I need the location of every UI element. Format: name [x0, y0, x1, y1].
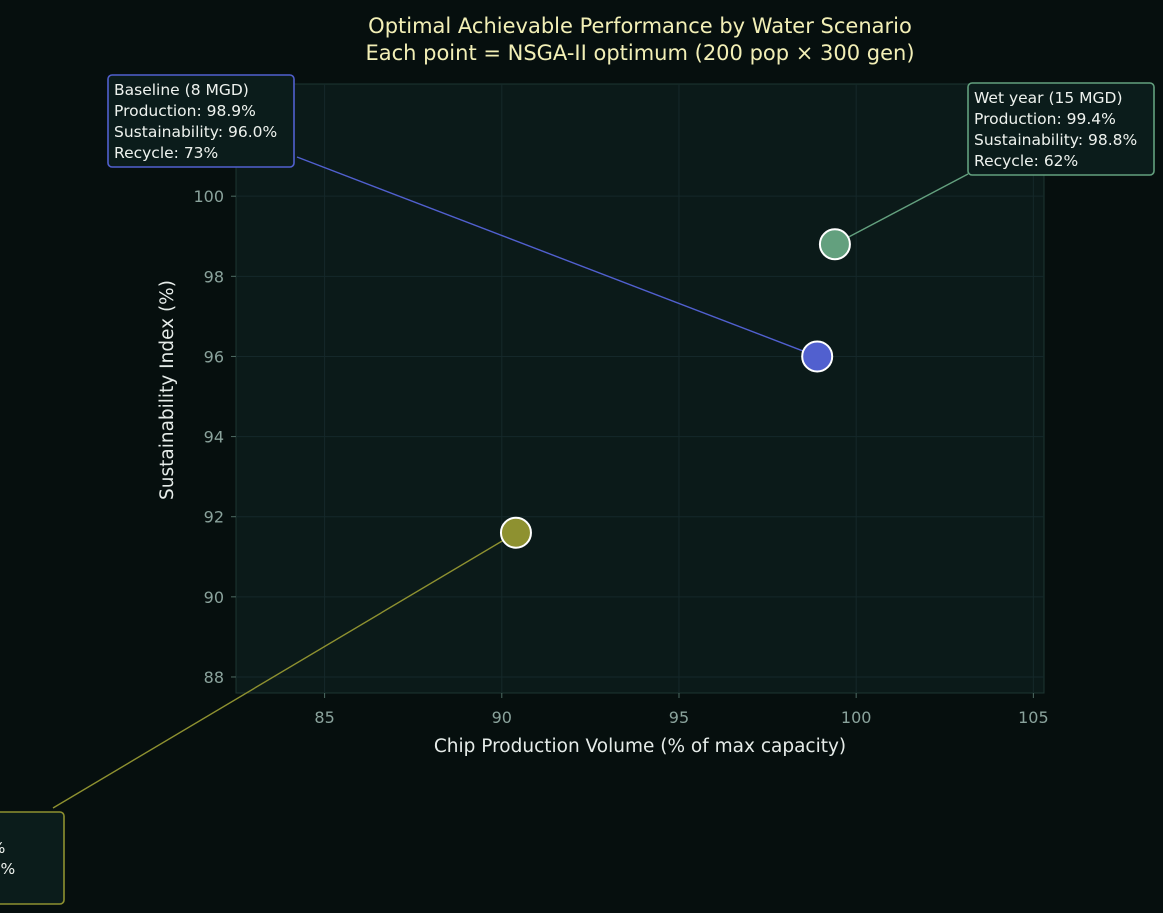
annotation-line-dry-year: 0.4% — [0, 839, 5, 857]
annotation-line-baseline: Baseline (8 MGD) — [114, 81, 249, 99]
plot-area — [235, 83, 1045, 694]
y-axis: 88 90 92 94 96 98 100 — [193, 187, 236, 687]
annotation-line-wet-year: Production: 99.4% — [974, 110, 1116, 128]
leader-line-baseline — [296, 156, 818, 358]
leader-line-dry-year — [52, 532, 517, 809]
annotation-line-wet-year: Recycle: 62% — [974, 152, 1078, 170]
annotation-line-wet-year: Wet year (15 MGD) — [974, 89, 1123, 107]
leader-line-wet-year — [834, 173, 969, 245]
annotation-line-baseline: Sustainability: 96.0% — [114, 123, 277, 141]
annotations: Baseline (8 MGD) Production: 98.9% Sustain… — [0, 74, 1155, 905]
y-tick-label: 94 — [204, 428, 224, 447]
x-tick-label: 90 — [492, 708, 512, 727]
y-tick-label: 90 — [204, 588, 224, 607]
x-tick-label: 100 — [841, 708, 872, 727]
annotation-line-wet-year: Sustainability: 98.8% — [974, 131, 1137, 149]
x-axis: 85 90 95 100 105 — [314, 693, 1049, 727]
annotation-box-wet-year — [967, 82, 1155, 176]
chart-subtitle: Each point = NSGA-II optimum (200 pop × … — [365, 41, 914, 65]
annotation-line-baseline: Recycle: 73% — [114, 144, 218, 162]
annotation-line-baseline: Production: 98.9% — [114, 102, 256, 120]
y-tick-label: 98 — [204, 267, 224, 286]
y-axis-label: Sustainability Index (%) — [157, 280, 178, 500]
grid — [236, 84, 1044, 693]
data-point-dry-year — [499, 516, 532, 549]
chart-title: Optimal Achievable Performance by Water … — [368, 14, 912, 38]
x-axis-label: Chip Production Volume (% of max capacit… — [434, 736, 846, 757]
x-tick-label: 85 — [314, 708, 334, 727]
leader-lines — [52, 156, 969, 809]
y-tick-label: 88 — [204, 668, 224, 687]
data-point-wet-year — [818, 228, 851, 261]
y-tick-label: 100 — [193, 187, 224, 206]
y-tick-label: 92 — [204, 508, 224, 527]
annotation-line-dry-year: 91.6% — [0, 860, 15, 878]
x-tick-label: 105 — [1018, 708, 1049, 727]
data-points — [499, 228, 851, 549]
annotation-box-dry-year — [0, 811, 65, 905]
annotation-box-baseline — [107, 74, 295, 168]
data-point-baseline — [801, 340, 834, 373]
y-tick-label: 96 — [204, 347, 224, 366]
x-tick-label: 95 — [669, 708, 689, 727]
